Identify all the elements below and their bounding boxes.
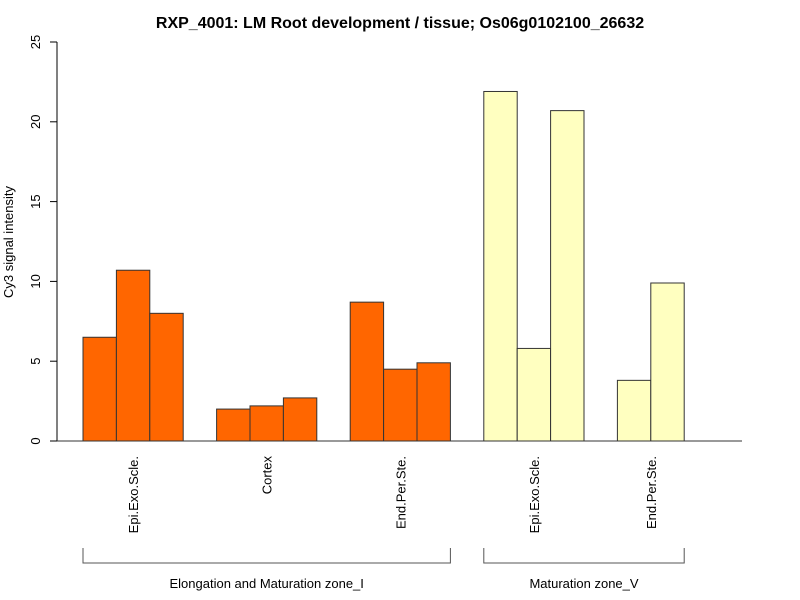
y-tick-label: 25: [28, 35, 43, 49]
bars: [82, 90, 685, 442]
y-axis: 0 5 10 15 20 25: [28, 35, 58, 445]
bar: [249, 405, 284, 442]
y-tick-label: 0: [28, 437, 43, 444]
bar: [282, 397, 318, 442]
x-tick-label: Epi.Exo.Scle.: [527, 456, 542, 533]
bar: [349, 301, 385, 442]
bar: [82, 336, 117, 442]
group-label: Elongation and Maturation zone_I: [169, 576, 363, 591]
x-tick-label: Epi.Exo.Scle.: [126, 456, 141, 533]
bar: [616, 379, 652, 442]
bar: [516, 347, 552, 442]
bar: [149, 312, 184, 442]
y-axis-label: Cy3 signal intensity: [1, 186, 16, 298]
x-tick-label: Cortex: [260, 456, 275, 495]
bar: [650, 282, 685, 442]
group-bracket: [82, 548, 451, 564]
chart-title: RXP_4001: LM Root development / tissue; …: [156, 15, 644, 32]
bar: [550, 110, 585, 442]
x-tick-label: End.Per.Ste.: [644, 456, 659, 529]
x-tick-labels: Epi.Exo.Scle. Cortex End.Per.Ste. Epi.Exo.S…: [126, 456, 659, 534]
bar: [416, 362, 451, 442]
group-label: Maturation zone_V: [529, 576, 638, 591]
y-tick-label: 15: [28, 194, 43, 208]
group-brackets: Elongation and Maturation zone_I Maturati…: [82, 548, 685, 591]
y-tick-label: 20: [28, 115, 43, 129]
group-bracket: [483, 548, 685, 564]
y-tick-label: 10: [28, 274, 43, 288]
y-tick-label: 5: [28, 358, 43, 365]
bar: [216, 408, 251, 442]
bar: [115, 269, 151, 442]
x-tick-label: End.Per.Ste.: [393, 456, 408, 529]
bar: [383, 368, 418, 442]
bar: [483, 90, 518, 442]
